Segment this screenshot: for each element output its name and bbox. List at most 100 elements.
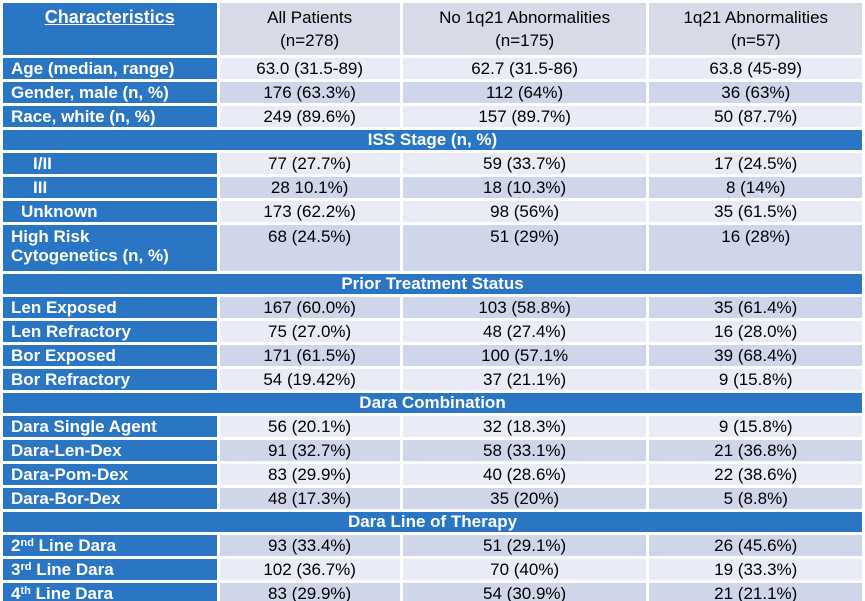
table-row-dara-single-agent: Dara Single Agent 56 (20.1%) 32 (18.3%) … [3, 416, 862, 437]
table-row-iss-i-ii: I/II 77 (27.7%) 59 (33.7%) 17 (24.5%) [3, 153, 862, 174]
row-label: Dara-Pom-Dex [11, 464, 129, 484]
row-label-cell: Len Exposed [3, 297, 217, 318]
column-title: 1q21 Abnormalities [683, 8, 829, 27]
row-label: I/II [33, 153, 52, 173]
ordinal-suffix: th [20, 585, 31, 598]
data-cell: 21 (36.8%) [649, 440, 862, 461]
data-cell: 70 (40%) [402, 559, 647, 580]
table-row-iss-unknown: Unknown 173 (62.2%) 98 (56%) 35 (61.5%) [3, 201, 862, 222]
row-label-rest: Line Dara [30, 583, 114, 601]
column-n: (n=57) [730, 31, 781, 50]
data-cell: 32 (18.3%) [402, 416, 647, 437]
data-cell: 83 (29.9%) [219, 583, 400, 601]
table-row-iss-iii: III 28 10.1%) 18 (10.3%) 8 (14%) [3, 177, 862, 198]
row-label: Len Refractory [11, 321, 131, 341]
row-label-cell: High Risk Cytogenetics (n, %) [3, 225, 217, 271]
section-row-dara-combination: Dara Combination [3, 393, 862, 413]
row-label-cell: III [3, 177, 217, 198]
row-label: Unknown [21, 201, 98, 221]
data-cell: 37 (21.1%) [402, 369, 647, 390]
data-cell: 19 (33.3%) [649, 559, 862, 580]
row-label-cell: Gender, male (n, %) [3, 82, 217, 103]
row-label-rest: Line Dara [31, 559, 114, 579]
data-cell: 18 (10.3%) [402, 177, 647, 198]
data-cell: 93 (33.4%) [219, 535, 400, 556]
row-label: Gender, male (n, %) [11, 82, 169, 102]
data-cell: 35 (61.4%) [649, 297, 862, 318]
row-label: 4 [11, 583, 21, 601]
data-cell: 56 (20.1%) [219, 416, 400, 437]
row-label: Len Exposed [11, 297, 117, 317]
data-cell: 9 (15.8%) [649, 416, 862, 437]
data-cell: 17 (24.5%) [649, 153, 862, 174]
row-label-cell: 4th Line Dara [3, 583, 217, 601]
row-label-cell: Bor Refractory [3, 369, 217, 390]
section-title: Dara Combination [3, 393, 862, 413]
column-header-1q21: 1q21 Abnormalities (n=57) [649, 3, 862, 55]
row-label: Dara-Bor-Dex [11, 488, 121, 508]
table-row-4th-line-dara: 4th Line Dara 83 (29.9%) 54 (30.9%) 21 (… [3, 583, 862, 601]
data-cell: 21 (21.1%) [649, 583, 862, 601]
table-row-len-exposed: Len Exposed 167 (60.0%) 103 (58.8%) 35 (… [3, 297, 862, 318]
row-label-cell: Unknown [3, 201, 217, 222]
row-label-cell: 2nd Line Dara [3, 535, 217, 556]
table-row-high-risk-cytogenetics: High Risk Cytogenetics (n, %) 68 (24.5%)… [3, 225, 862, 271]
section-row-dara-line-of-therapy: Dara Line of Therapy [3, 512, 862, 532]
table-row-2nd-line-dara: 2nd Line Dara 93 (33.4%) 51 (29.1%) 26 (… [3, 535, 862, 556]
column-header-no-1q21: No 1q21 Abnormalities (n=175) [402, 3, 647, 55]
column-n: (n=175) [495, 31, 555, 50]
data-cell: 8 (14%) [649, 177, 862, 198]
data-cell: 167 (60.0%) [219, 297, 400, 318]
data-cell: 59 (33.7%) [402, 153, 647, 174]
row-label-cell: I/II [3, 153, 217, 174]
table-row-gender: Gender, male (n, %) 176 (63.3%) 112 (64%… [3, 82, 862, 103]
column-n: (n=278) [280, 31, 340, 50]
row-label-cell: Dara-Len-Dex [3, 440, 217, 461]
data-cell: 48 (27.4%) [402, 321, 647, 342]
row-label: Bor Exposed [11, 345, 116, 365]
section-row-iss-stage: ISS Stage (n, %) [3, 130, 862, 150]
table-row-dara-pom-dex: Dara-Pom-Dex 83 (29.9%) 40 (28.6%) 22 (3… [3, 464, 862, 485]
data-cell: 51 (29%) [402, 225, 647, 271]
row-label-cell: Len Refractory [3, 321, 217, 342]
ordinal-suffix: rd [20, 561, 32, 574]
table-row-age: Age (median, range) 63.0 (31.5-89) 62.7 … [3, 58, 862, 79]
table-row-3rd-line-dara: 3rd Line Dara 102 (36.7%) 70 (40%) 19 (3… [3, 559, 862, 580]
data-cell: 176 (63.3%) [219, 82, 400, 103]
data-cell: 5 (8.8%) [649, 488, 862, 509]
data-cell: 103 (58.8%) [402, 297, 647, 318]
table-row-bor-refractory: Bor Refractory 54 (19.42%) 37 (21.1%) 9 … [3, 369, 862, 390]
row-label-cell: Age (median, range) [3, 58, 217, 79]
data-cell: 35 (20%) [402, 488, 647, 509]
data-cell: 54 (19.42%) [219, 369, 400, 390]
data-cell: 75 (27.0%) [219, 321, 400, 342]
data-cell: 63.8 (45-89) [649, 58, 862, 79]
table-row-dara-bor-dex: Dara-Bor-Dex 48 (17.3%) 35 (20%) 5 (8.8%… [3, 488, 862, 509]
data-cell: 54 (30.9%) [402, 583, 647, 601]
table-row-len-refractory: Len Refractory 75 (27.0%) 48 (27.4%) 16 … [3, 321, 862, 342]
data-cell: 16 (28%) [649, 225, 862, 271]
data-cell: 36 (63%) [649, 82, 862, 103]
data-cell: 39 (68.4%) [649, 345, 862, 366]
data-cell: 40 (28.6%) [402, 464, 647, 485]
column-title: No 1q21 Abnormalities [439, 8, 611, 27]
characteristics-header-cell: Characteristics [3, 3, 217, 55]
row-label: III [33, 177, 48, 197]
data-cell: 249 (89.6%) [219, 106, 400, 127]
row-label: Age (median, range) [11, 58, 175, 78]
row-label: Dara Single Agent [11, 416, 157, 436]
data-cell: 68 (24.5%) [219, 225, 400, 271]
data-cell: 83 (29.9%) [219, 464, 400, 485]
data-cell: 102 (36.7%) [219, 559, 400, 580]
section-title: ISS Stage (n, %) [3, 130, 862, 150]
data-cell: 91 (32.7%) [219, 440, 400, 461]
data-cell: 98 (56%) [402, 201, 647, 222]
row-label: 3 [11, 559, 21, 579]
row-label-cell: Bor Exposed [3, 345, 217, 366]
characteristics-label: Characteristics [44, 7, 175, 27]
table-row-bor-exposed: Bor Exposed 171 (61.5%) 100 (57.1% 39 (6… [3, 345, 862, 366]
data-cell: 9 (15.8%) [649, 369, 862, 390]
row-label-cell: 3rd Line Dara [3, 559, 217, 580]
